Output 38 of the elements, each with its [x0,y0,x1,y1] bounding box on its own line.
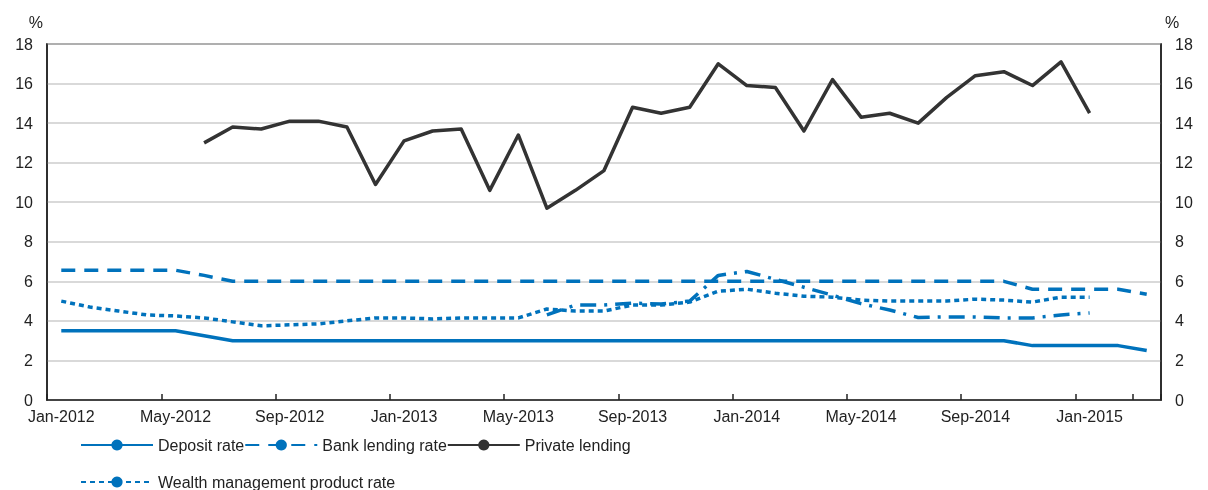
legend-label: Deposit rate [158,436,245,454]
x-tick-label: Jan-2015 [1056,407,1124,425]
y2-tick-label: 10 [1175,193,1193,211]
y-axis-title: % [28,13,43,31]
y2-tick-label: 8 [1175,233,1184,251]
y-tick-label: 14 [15,114,34,132]
y2-tick-label: 0 [1175,391,1184,409]
x-tick-label: May-2014 [825,407,897,425]
y-tick-label: 6 [24,272,34,290]
y-tick-label: 12 [15,154,34,172]
legend-label: Wealth management product rate [158,473,396,490]
legend-label: Private lending [524,436,631,454]
y-tick-label: 18 [15,35,34,53]
y2-tick-label: 12 [1175,154,1193,172]
y-tick-label: 8 [24,233,34,251]
legend-label: Bank lending rate [322,436,447,454]
x-tick-label: Jan-2013 [370,407,438,425]
y2-tick-label: 6 [1175,272,1184,290]
y-tick-label: 0 [24,391,34,409]
y-tick-label: 2 [24,351,34,369]
y2-tick-label: 16 [1175,75,1193,93]
y-tick-label: 16 [15,75,34,93]
x-tick-label: May-2013 [482,407,554,425]
x-tick-label: May-2012 [139,407,212,425]
x-tick-label: Jan-2012 [27,407,95,425]
y2-tick-label: 4 [1175,312,1184,330]
y2-axis-title: % [1165,13,1180,31]
line-series [59,329,1149,353]
x-tick-label: Sep-2014 [940,407,1011,425]
line-series [202,60,1092,210]
y2-tick-label: 2 [1175,351,1184,369]
x-tick-label: Jan-2014 [713,407,781,425]
y-tick-label: 10 [15,193,34,211]
y-tick-label: 4 [24,312,34,330]
y2-tick-label: 14 [1175,114,1193,132]
y2-tick-label: 18 [1175,35,1193,53]
x-tick-label: Sep-2012 [255,407,325,425]
x-tick-label: Sep-2013 [597,407,668,425]
